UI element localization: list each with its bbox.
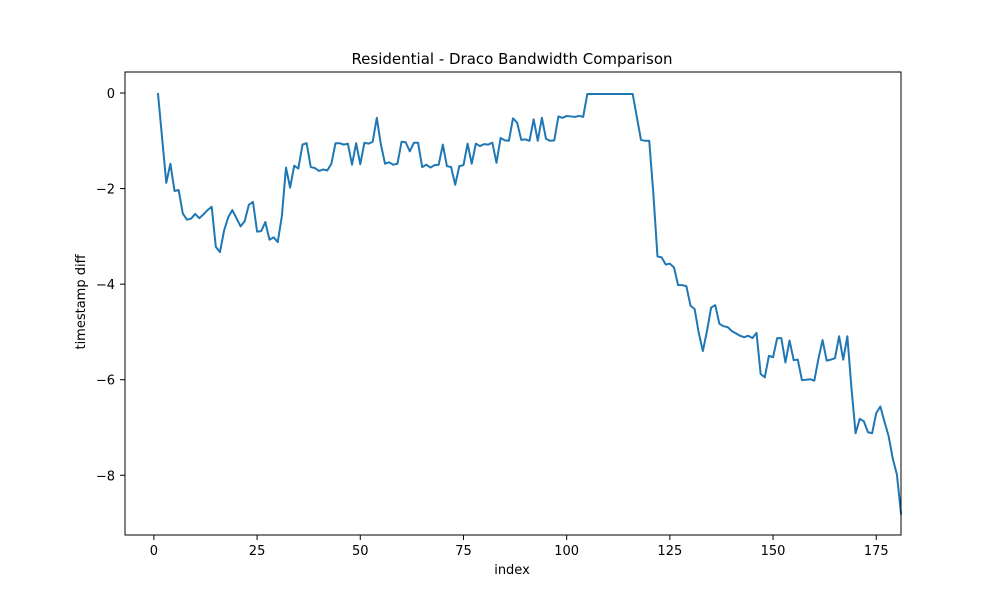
y-tick-label: −8 [96, 469, 115, 484]
x-tick-label: 75 [455, 544, 472, 559]
axes-frame [124, 71, 902, 536]
chart-title: Residential - Draco Bandwidth Comparison [351, 50, 672, 68]
x-tick-label: 175 [864, 544, 889, 559]
y-tick-label: −6 [96, 374, 115, 389]
y-tick-label: −2 [96, 183, 115, 198]
x-axis-title: index [494, 563, 530, 578]
y-axis-title: timestamp diff [74, 253, 89, 349]
x-tick-label: 150 [761, 544, 786, 559]
x-tick-label: 50 [352, 544, 369, 559]
series-line-1 [156, 92, 903, 515]
x-tick-label: 25 [249, 544, 266, 559]
x-tick-label: 0 [150, 544, 158, 559]
y-tick-label: −4 [96, 278, 115, 293]
x-axis: 0 25 50 75 100 125 150 175 [150, 535, 889, 559]
x-tick-label: 125 [657, 544, 682, 559]
plot-area [156, 92, 903, 515]
y-tick-label: 0 [107, 87, 115, 102]
y-axis: 0 −2 −4 −6 −8 [96, 87, 125, 484]
x-tick-label: 100 [554, 544, 579, 559]
